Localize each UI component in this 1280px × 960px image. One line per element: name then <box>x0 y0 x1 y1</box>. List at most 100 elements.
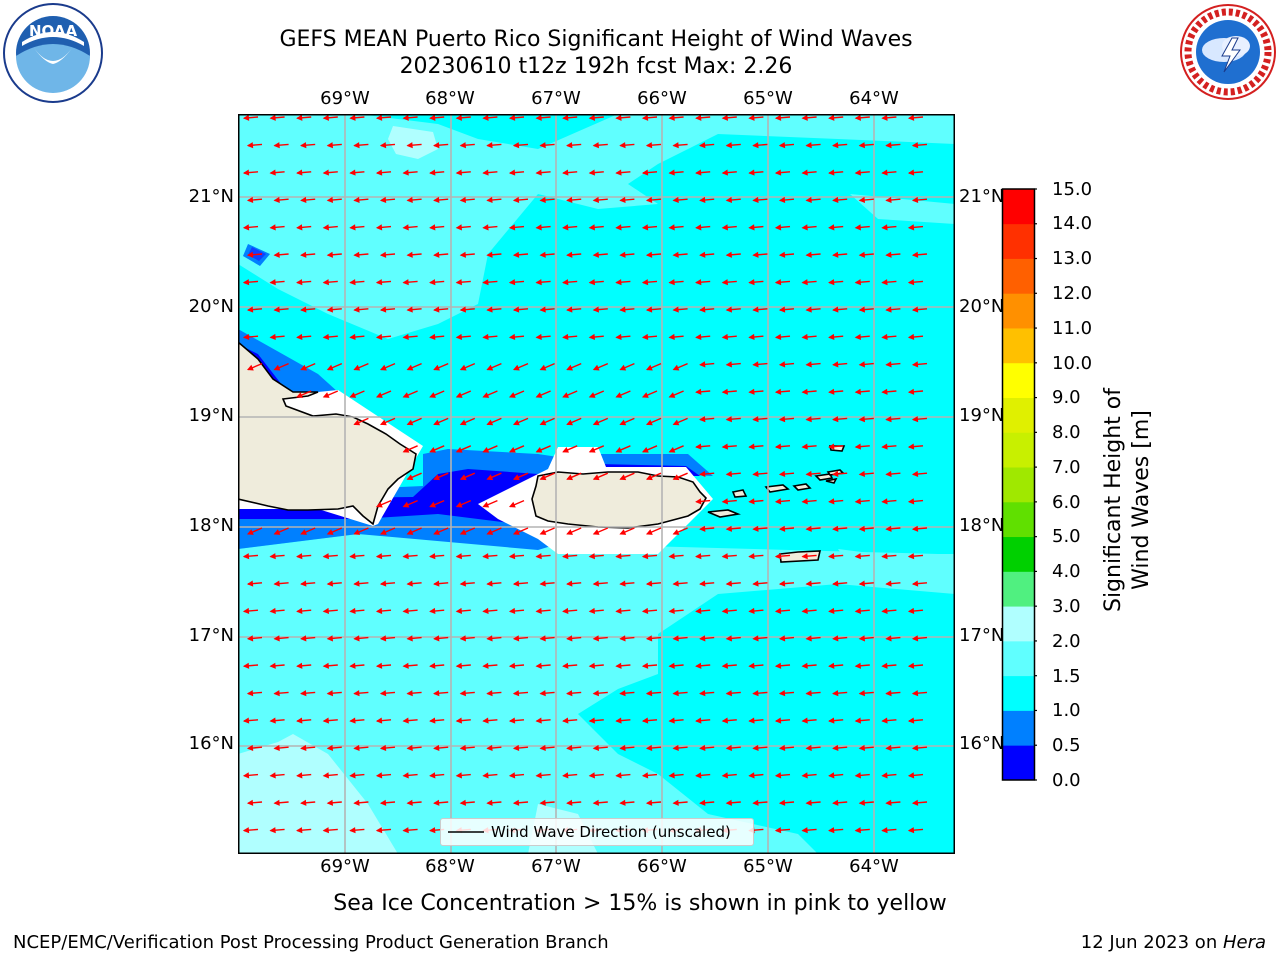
wave-arrow-head <box>885 635 892 642</box>
wave-arrow-head <box>778 799 786 806</box>
wave-arrow-head <box>566 744 573 752</box>
wave-arrow-head <box>748 279 755 286</box>
wave-arrow-head <box>539 744 546 752</box>
wave-arrow-head <box>535 114 542 121</box>
wave-arrow-head <box>508 333 516 341</box>
wave-arrow-head <box>512 142 520 149</box>
wave-arrow-head <box>512 799 520 806</box>
wave-arrow-head <box>695 553 702 560</box>
nws-logo <box>1180 4 1276 100</box>
wave-arrow-head <box>832 799 839 806</box>
wave-arrow-head <box>379 306 387 313</box>
wave-arrow-head <box>752 251 759 258</box>
wave-arrow-head <box>402 392 410 398</box>
wave-arrow-head <box>592 306 600 313</box>
wave-arrow-head <box>429 447 436 453</box>
wave-arrow-head <box>907 279 915 286</box>
wave-arrow-head <box>539 364 547 371</box>
wave-arrow-head <box>911 744 919 752</box>
wave-arrow-head <box>725 525 733 532</box>
wave-arrow-head <box>907 388 915 395</box>
wave-arrow-head <box>296 114 303 121</box>
wave-arrow-head <box>322 607 330 615</box>
wave-arrow-head <box>641 772 649 779</box>
wave-arrow-head <box>885 416 892 423</box>
wave-arrow-head <box>512 690 520 697</box>
wave-arrow-head <box>832 416 839 423</box>
wave-arrow-head <box>854 662 862 669</box>
wave-arrow-head <box>592 580 600 587</box>
wave-arrow-head <box>588 717 596 724</box>
wave-arrow-head <box>539 419 547 426</box>
wave-arrow-head <box>296 224 303 231</box>
wave-arrow-head <box>562 553 569 560</box>
wave-arrow-head <box>854 114 862 121</box>
colorbar-band <box>1002 536 1035 572</box>
wave-arrow-head <box>699 690 706 697</box>
wave-arrow-head <box>725 361 733 368</box>
wave-arrow-head <box>641 279 649 286</box>
legend-label: Wind Wave Direction (unscaled) <box>491 823 731 841</box>
wave-arrow-head <box>300 580 307 587</box>
wave-arrow-head <box>725 580 733 587</box>
wave-arrow-head <box>326 364 334 371</box>
wave-arrow-head <box>269 169 276 176</box>
hispaniola <box>238 340 417 526</box>
wave-arrow-head <box>668 772 675 779</box>
wave-arrow-head <box>433 364 440 371</box>
st-croix <box>779 550 822 563</box>
wave-arrow-head <box>375 662 383 669</box>
wave-arrow-head <box>752 361 759 368</box>
wave-arrow-head <box>881 388 888 395</box>
wave-arrow-head <box>619 580 626 587</box>
wave-arrow-head <box>539 251 546 258</box>
wave-arrow-head <box>911 416 919 423</box>
wave-arrow-head <box>832 361 839 368</box>
legend-line-swatch <box>448 831 484 833</box>
wave-arrow-head <box>907 607 915 615</box>
wave-arrow-head <box>805 306 812 313</box>
wave-arrow-head <box>828 662 835 669</box>
wave-arrow-head <box>672 580 679 587</box>
wave-arrow-head <box>907 333 915 341</box>
colorbar-band <box>1002 258 1035 294</box>
wave-arrow-head <box>353 529 361 535</box>
wave-arrow-head <box>486 196 493 204</box>
wave-arrow-head <box>269 607 276 615</box>
wave-arrow-head <box>242 333 250 341</box>
wave-arrow-head <box>269 333 276 341</box>
wave-arrow-head <box>911 306 919 313</box>
wave-arrow-head <box>353 419 361 426</box>
wave-arrow-head <box>881 114 888 121</box>
wave-arrow-head <box>508 662 516 669</box>
wave-arrow-head <box>455 392 463 398</box>
wave-arrow-head <box>668 224 675 231</box>
wave-arrow-head <box>911 196 919 204</box>
wave-arrow-head <box>326 251 334 258</box>
wave-arrow-head <box>455 607 463 615</box>
wave-arrow-head <box>774 553 782 560</box>
wave-arrow-head <box>269 772 276 779</box>
wave-arrow-head <box>641 114 649 121</box>
wave-arrow-head <box>752 470 759 478</box>
wave-arrow-head <box>379 142 387 149</box>
wave-arrow-head <box>406 196 413 204</box>
wave-arrow-head <box>322 553 330 560</box>
wave-arrow-head <box>482 717 489 724</box>
wave-arrow-head <box>402 553 409 560</box>
wave-arrow-head <box>774 388 782 395</box>
wave-arrow-head <box>881 224 888 231</box>
wave-arrow-head <box>269 662 276 669</box>
wave-arrow-head <box>832 196 839 204</box>
wave-arrow-head <box>375 772 383 779</box>
wave-arrow-head <box>907 717 915 724</box>
wave-arrow-head <box>858 580 866 587</box>
wave-arrow-head <box>801 279 808 286</box>
wave-arrow-head <box>885 580 892 587</box>
wave-arrow-head <box>349 717 356 724</box>
wave-arrow-head <box>592 744 600 752</box>
wave-arrow-head <box>752 306 759 313</box>
wave-arrow-head <box>296 607 303 615</box>
colorbar-tick: 11.0 <box>1052 318 1093 339</box>
wave-arrow-head <box>778 361 786 368</box>
